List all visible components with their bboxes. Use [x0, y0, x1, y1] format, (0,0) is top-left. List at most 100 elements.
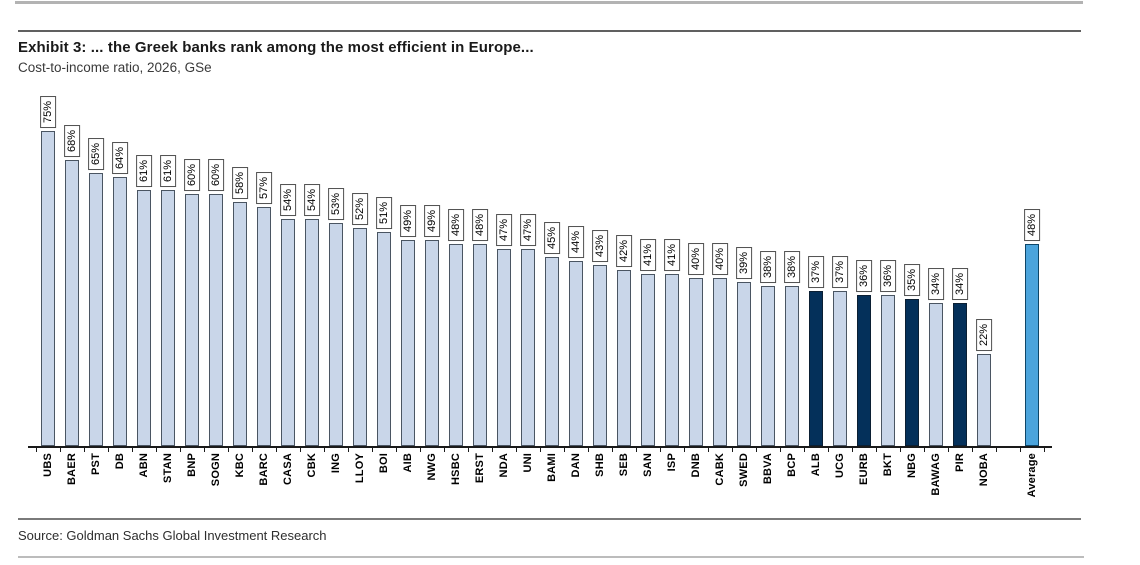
bar-SWED: [737, 282, 751, 446]
bar-column-UCG: 37%: [828, 86, 852, 446]
bar-column-ABN: 61%: [132, 86, 156, 446]
x-axis-label-BCP: BCP: [785, 453, 798, 477]
bar-BAMI: [545, 257, 559, 446]
bar-chart: 75% 68% 65% 64% 61% 61% 60% 60% 58% 57% 54% 54% 53% 5…: [28, 86, 1052, 497]
source-top-rule: [18, 518, 1081, 520]
bar-BAER: [65, 160, 79, 446]
x-axis-label-cell: NBG: [900, 453, 924, 497]
bar-value-label: 65%: [87, 137, 105, 170]
x-axis-label-cell: ERST: [468, 453, 492, 497]
axis-tick: [876, 448, 877, 452]
axis-tick: [324, 448, 325, 452]
x-axis-label-cell: SAN: [636, 453, 660, 497]
axis-tick: [108, 448, 109, 452]
x-axis-label-cell: UCG: [828, 453, 852, 497]
axis-tick: [612, 448, 613, 452]
bar-SOGN: [209, 194, 223, 446]
axis-tick: [396, 448, 397, 452]
axis-tick: [468, 448, 469, 452]
x-axis-label-ABN: ABN: [137, 453, 150, 478]
bar-value-label: 34%: [927, 267, 945, 300]
x-axis-label-ING: ING: [329, 453, 342, 474]
bar-value-label: 43%: [591, 229, 609, 262]
bar-column-BCP: 38%: [780, 86, 804, 446]
bar-ING: [329, 223, 343, 446]
x-axis-label-cell: DB: [108, 453, 132, 497]
bar-column-AIB: 49%: [396, 86, 420, 446]
x-axis-label-DB: DB: [113, 453, 126, 470]
bar-BNP: [185, 194, 199, 446]
x-axis-label-CASA: CASA: [281, 453, 294, 485]
axis-tick: [708, 448, 709, 452]
bar-column-BNP: 60%: [180, 86, 204, 446]
x-axis-label-SHB: SHB: [593, 453, 606, 477]
x-axis-label-CBK: CBK: [305, 453, 318, 478]
bar-column-BAWAG: 34%: [924, 86, 948, 446]
bar-column-BAMI: 45%: [540, 86, 564, 446]
bar-UNI: [521, 249, 535, 446]
bar-value-label: 35%: [903, 263, 921, 296]
bar-AIB: [401, 240, 415, 446]
bar-column-DNB: 40%: [684, 86, 708, 446]
x-axis-label-cell: ALB: [804, 453, 828, 497]
bar-column-SHB: 43%: [588, 86, 612, 446]
bar-value-label: 68%: [63, 124, 81, 157]
x-axis-label-cell: LLOY: [348, 453, 372, 497]
x-axis-label-cell: HSBC: [444, 453, 468, 497]
bar-column-PST: 65%: [84, 86, 108, 446]
bar-UCG: [833, 291, 847, 446]
x-axis-label-NWG: NWG: [425, 453, 438, 481]
axis-tick: [180, 448, 181, 452]
axis-tick: [60, 448, 61, 452]
bar-BARC: [257, 207, 271, 446]
bar-column-CASA: 54%: [276, 86, 300, 446]
bar-value-label: 51%: [375, 196, 393, 229]
title-rule: [18, 30, 1081, 32]
bar-value-label: 45%: [543, 221, 561, 254]
axis-tick: [924, 448, 925, 452]
x-axis-label-DNB: DNB: [689, 453, 702, 478]
bar-value-label: 54%: [303, 183, 321, 216]
bar-NWG: [425, 240, 439, 446]
x-axis-label-BAWAG: BAWAG: [929, 453, 942, 496]
x-axis-label-cell: CABK: [708, 453, 732, 497]
bar-value-label: 47%: [519, 213, 537, 246]
axis-tick: [1044, 448, 1045, 452]
bar-column-KBC: 58%: [228, 86, 252, 446]
bar-column-ISP: 41%: [660, 86, 684, 446]
x-axis-label-cell: UNI: [516, 453, 540, 497]
bar-value-label: 64%: [111, 141, 129, 174]
x-axis-labels-row: UBS BAER PST DB ABN STAN BNP SOGN KBC BARC CASA CBK…: [36, 453, 1052, 497]
bar-LLOY: [353, 228, 367, 446]
bar-value-label: 58%: [231, 166, 249, 199]
axis-tick: [372, 448, 373, 452]
bar-column-UNI: 47%: [516, 86, 540, 446]
x-axis-label-cell: UBS: [36, 453, 60, 497]
x-axis-label-cell: AIB: [396, 453, 420, 497]
x-axis-label-cell: PST: [84, 453, 108, 497]
x-axis-label-PST: PST: [89, 453, 102, 475]
axis-tick: [540, 448, 541, 452]
bar-column-ALB: 37%: [804, 86, 828, 446]
bar-value-label: 40%: [687, 242, 705, 275]
bar-value-label: 54%: [279, 183, 297, 216]
exhibit-title: Exhibit 3: ... the Greek banks rank amon…: [18, 39, 534, 56]
bar-column-BBVA: 38%: [756, 86, 780, 446]
x-axis-label-cell: BBVA: [756, 453, 780, 497]
bar-EURB: [857, 295, 871, 446]
axis-tick: [252, 448, 253, 452]
axis-tick: [852, 448, 853, 452]
x-axis-label-cell: BARC: [252, 453, 276, 497]
axis-tick: [972, 448, 973, 452]
x-axis-label-EURB: EURB: [857, 453, 870, 485]
x-axis-label-ERST: ERST: [473, 453, 486, 484]
axis-tick: [276, 448, 277, 452]
axis-tick: [516, 448, 517, 452]
axis-tick: [84, 448, 85, 452]
bar-value-label: 57%: [255, 171, 273, 204]
x-axis-label-cell: Average: [1020, 453, 1044, 497]
x-axis-label-cell: CASA: [276, 453, 300, 497]
source-bottom-rule: [18, 556, 1084, 558]
bar-value-label: 37%: [807, 255, 825, 288]
